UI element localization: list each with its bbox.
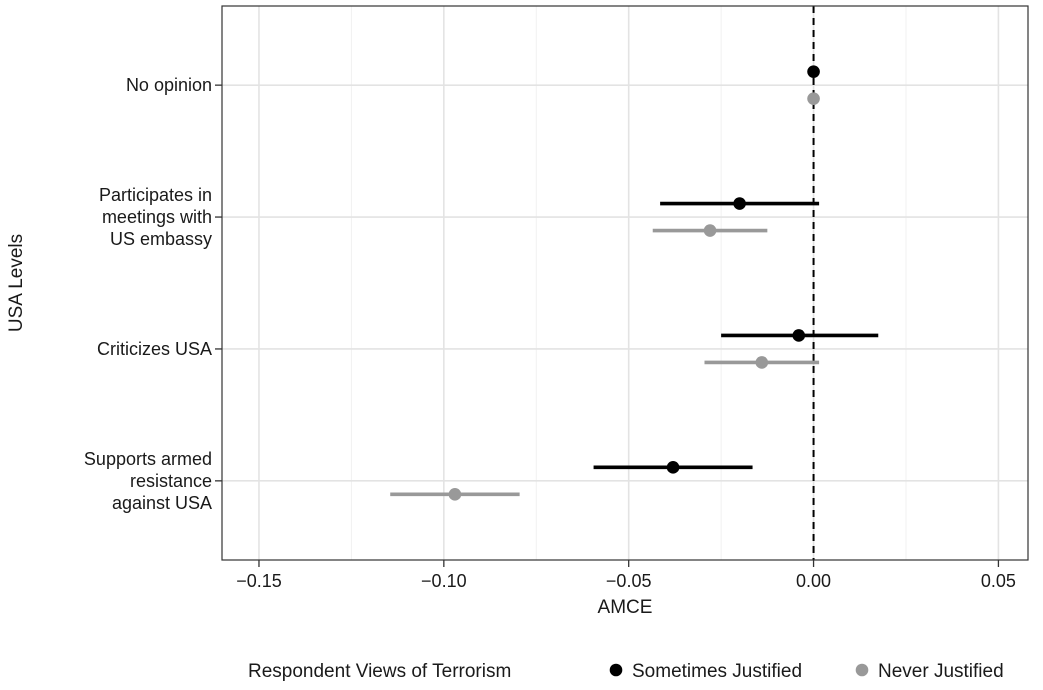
x-tick-label: −0.15 bbox=[236, 571, 282, 591]
plot-panel-border bbox=[221, 5, 1029, 561]
x-tick-label: 0.00 bbox=[796, 571, 831, 591]
estimate-point-never-justified bbox=[755, 356, 769, 369]
legend: Respondent Views of Terrorism Sometimes … bbox=[248, 661, 1004, 682]
x-axis: −0.15 −0.10 −0.05 0.00 0.05 bbox=[236, 560, 1016, 591]
y-tick-label: Supports armed bbox=[84, 449, 212, 469]
estimate-point-never-justified bbox=[807, 92, 820, 105]
x-tick-label: −0.05 bbox=[606, 571, 652, 591]
legend-title: Respondent Views of Terrorism bbox=[248, 661, 511, 682]
x-axis-title: AMCE bbox=[598, 597, 653, 618]
data-marks bbox=[390, 65, 879, 501]
y-tick-label: Criticizes USA bbox=[97, 339, 212, 359]
legend-key-sometimes-justified bbox=[609, 663, 623, 677]
estimate-point-sometimes-justified bbox=[733, 197, 746, 210]
y-axis-title: USA Levels bbox=[6, 234, 27, 332]
estimate-point-sometimes-justified bbox=[807, 65, 820, 78]
estimate-point-sometimes-justified bbox=[792, 329, 806, 342]
y-tick-label: Participates in bbox=[99, 185, 212, 205]
y-tick-label: against USA bbox=[112, 493, 212, 513]
legend-label-sometimes-justified: Sometimes Justified bbox=[632, 661, 802, 682]
y-tick-label: resistance bbox=[130, 471, 212, 491]
x-tick-label: −0.10 bbox=[421, 571, 467, 591]
estimate-point-sometimes-justified bbox=[666, 461, 680, 474]
estimate-point-never-justified bbox=[448, 488, 462, 501]
x-tick-label: 0.05 bbox=[981, 571, 1016, 591]
legend-label-never-justified: Never Justified bbox=[878, 661, 1004, 682]
grid bbox=[222, 6, 1028, 560]
y-tick-label: No opinion bbox=[126, 75, 212, 95]
legend-key-never-justified bbox=[855, 663, 869, 677]
y-tick-label: meetings with bbox=[102, 207, 212, 227]
y-tick-label: US embassy bbox=[110, 229, 212, 249]
estimate-point-never-justified bbox=[703, 224, 717, 237]
